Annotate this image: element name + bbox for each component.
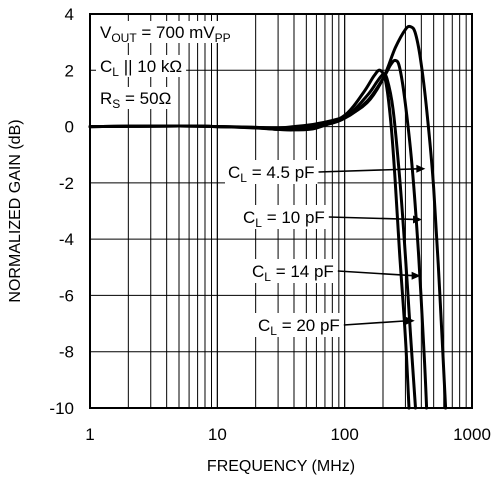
curve-label-background [225,160,318,184]
y-tick-label: -4 [59,230,74,249]
curve-label-background [249,259,337,283]
y-tick-label: 4 [65,5,74,24]
curve-label-arrowhead [416,164,426,173]
curve-label: CL = 10 pF [243,208,325,230]
x-axis-label: FREQUENCY (MHz) [207,458,355,475]
y-tick-label: -2 [59,174,74,193]
curve-label-arrow-line [328,216,416,221]
curve-label-arrowhead [405,316,415,325]
y-tick-label: 2 [65,61,74,80]
curve-label: CL = 20 pF [258,316,340,338]
y-tick-label: -10 [49,399,74,418]
curve-label-arrow-line [343,319,408,326]
conditions-box: VOUT = 700 mVPP CL || 10 kΩ RS = 50Ω [96,21,235,111]
y-axis-label: NORMALIZED GAIN (dB) [7,119,24,302]
condition-text: RS = 50Ω [100,89,171,111]
condition-background [96,55,187,77]
condition-text: VOUT = 700 mVPP [100,23,231,45]
series-line [88,68,411,410]
x-tick-label: 100 [330,425,358,444]
curves [88,24,448,410]
plot-frame [89,13,473,409]
curve-label-background [240,205,328,229]
x-tick-label: 1 [85,425,94,444]
x-tick-label: 1000 [453,425,491,444]
curve-labels: CL = 4.5 pF CL = 10 pF CL = 14 pF CL = 20 p… [225,160,426,338]
y-tick-label: 0 [65,118,74,137]
x-tick-label: 10 [208,425,227,444]
curve-label-arrow-line [318,167,419,173]
curve-label: CL = 14 pF [252,262,334,284]
curve-label-arrowhead [413,215,423,224]
series-line [88,58,429,410]
series-line [88,72,417,410]
tick-labels: 1 10 100 1000 4 2 0 -2 -4 -6 -8 -10 [49,5,490,444]
condition-text: CL || 10 kΩ [100,57,182,79]
condition-background [96,21,235,43]
curve-label-background [255,313,343,337]
curve-label: CL = 4.5 pF [228,163,315,185]
curve-label-arrow-line [337,270,414,277]
y-tick-label: -8 [59,343,74,362]
curve-label-arrowhead [411,271,421,280]
condition-background [96,87,176,109]
y-tick-label: -6 [59,286,74,305]
